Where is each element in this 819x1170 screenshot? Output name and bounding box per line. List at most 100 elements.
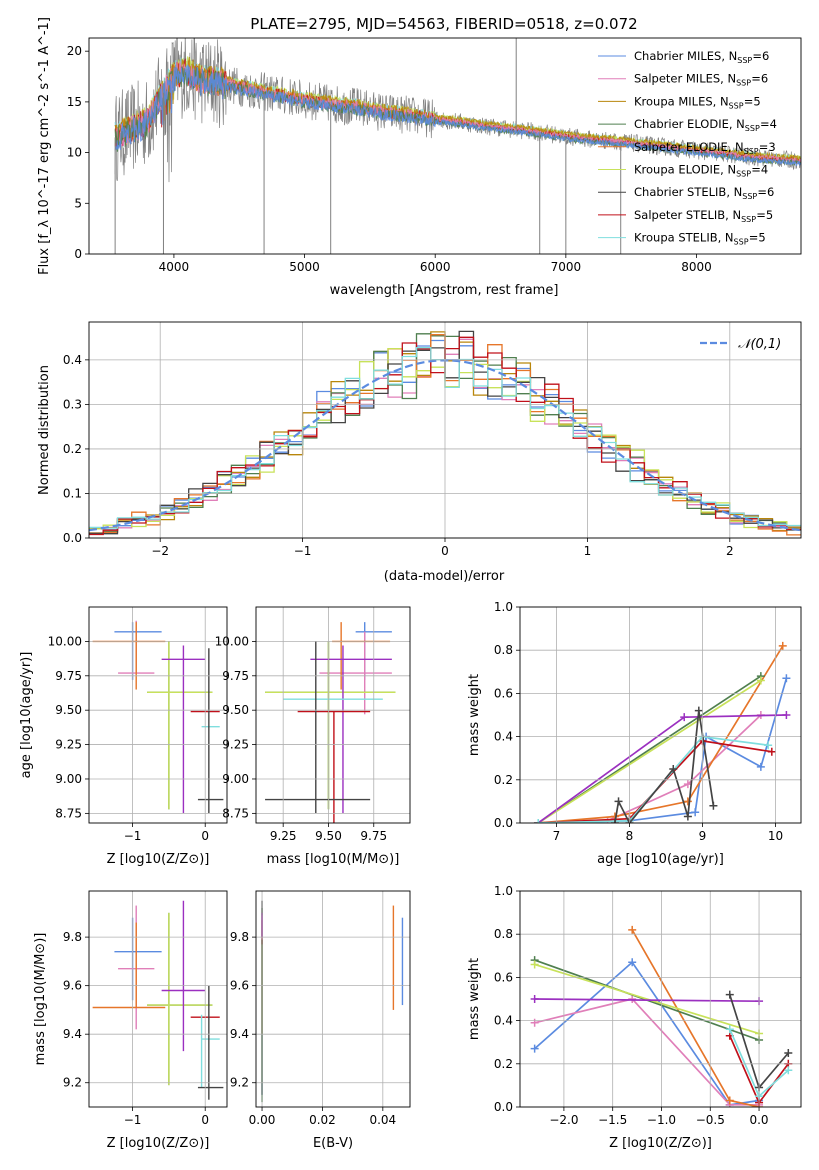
legend-label: Kroupa MILES, N — [634, 94, 729, 108]
mass-weight-point — [784, 1049, 793, 1057]
x-tick-label: 9 — [699, 829, 707, 843]
legend-nssp: =5 — [749, 231, 766, 245]
mass-weight-point — [530, 960, 539, 969]
mass-weight-series — [538, 645, 784, 823]
mass-weight-point — [691, 808, 700, 817]
age-vs-z-plot-area — [92, 620, 224, 814]
y-tick-label: 0.6 — [494, 686, 513, 700]
mass-weight-vs-z-axes: −2.0 −1.5 −1.0 −0.5 0.0 0.0 0.2 0.4 0.6 0.8 1.0 Z [… — [467, 884, 802, 1151]
y-tick-label: 0.0 — [494, 1100, 513, 1114]
y-tick-label: 0 — [74, 247, 82, 261]
x-tick-label: 9.75 — [360, 829, 387, 843]
mass-weight-point — [683, 812, 692, 821]
spectrum-frame — [88, 37, 802, 255]
y-tick-label: 9.2 — [63, 1076, 82, 1090]
mass-weight-point — [683, 797, 692, 806]
y-tick-label: 15 — [67, 95, 82, 109]
mass-weight-point — [709, 801, 718, 810]
mass-weight-vs-z-frame — [519, 890, 802, 1108]
x-tick-label: −2.0 — [549, 1113, 578, 1127]
mass-weight-series — [538, 714, 762, 823]
y-tick-label: 9.4 — [63, 1027, 82, 1041]
legend-subscript: SSP — [729, 101, 744, 110]
legend-label: Salpeter STELIB, N — [634, 208, 741, 222]
mass-weight-series — [534, 963, 760, 1035]
legend-label: Chabrier ELODIE, N — [634, 117, 745, 131]
y-tick-label: 0.6 — [494, 970, 513, 984]
legend-subscript: SSP — [745, 124, 760, 133]
x-tick-label: 6000 — [420, 260, 451, 274]
mass-vs-z-xlabel: Z [log10(Z/Z⊙)] — [107, 1136, 210, 1151]
spectrum-model-chabrier-miles — [114, 64, 801, 167]
legend-label: Salpeter MILES, N — [634, 72, 736, 86]
x-tick-label: 7 — [553, 829, 561, 843]
x-tick-label: 8 — [626, 829, 634, 843]
legend-nssp: =4 — [760, 117, 777, 131]
x-tick-label: −1.0 — [647, 1113, 676, 1127]
spectrum-plot-area — [114, 38, 801, 254]
mass-vs-z-plot-area — [92, 900, 224, 1100]
y-tick-label: 0.0 — [63, 531, 82, 545]
mass-weight-series — [534, 998, 759, 1106]
mass-weight-series — [537, 679, 762, 823]
y-tick-label: 0.2 — [63, 442, 82, 456]
y-tick-label: 10.00 — [215, 634, 249, 648]
x-tick-label: −1.5 — [598, 1113, 627, 1127]
normal-legend-label: 𝒩(0,1) — [738, 337, 781, 352]
legend-subscript: SSP — [736, 79, 751, 88]
mass-weight-vs-age-xlabel: age [log10(age/yr)] — [597, 852, 724, 867]
residual-ylabel: Normed distribution — [37, 365, 52, 495]
mass-weight-vs-z-xlabel: Z [log10(Z/Z⊙)] — [609, 1136, 712, 1151]
mass-weight-point — [610, 819, 619, 823]
mass-weight-point — [694, 706, 703, 715]
age-vs-mass-plot-area — [265, 622, 396, 823]
figure-title: PLATE=2795, MJD=54563, FIBERID=0518, z=0… — [250, 15, 637, 33]
y-tick-label: 9.00 — [222, 772, 249, 786]
y-tick-label: 9.50 — [55, 703, 82, 717]
mass-weight-point — [614, 797, 623, 806]
mass-vs-ebv-plot-area — [261, 900, 404, 1103]
y-tick-label: 9.25 — [55, 738, 82, 752]
y-tick-label: 0.0 — [494, 816, 513, 830]
mass-weight-point — [725, 990, 734, 999]
mass-weight-point — [782, 711, 791, 719]
y-tick-label: 0.4 — [494, 730, 513, 744]
legend-subscript: SSP — [734, 238, 749, 247]
mass-weight-point — [782, 674, 791, 683]
spectrum-ylabel: Flux [f_λ 10^-17 erg cm^-2 s^-1 A^-1] — [37, 17, 52, 275]
legend-label: Kroupa ELODIE, N — [634, 163, 736, 177]
y-tick-label: 9.75 — [55, 669, 82, 683]
y-tick-label: 5 — [74, 196, 82, 210]
mass-vs-ebv-axes: 0.00 0.02 0.04 9.2 9.4 9.6 9.8 E(B-V) — [230, 890, 411, 1151]
x-tick-label: 0.04 — [369, 1113, 396, 1127]
mass-weight-point — [784, 1066, 793, 1075]
y-tick-label: 1.0 — [494, 884, 513, 898]
legend-nssp: =6 — [752, 49, 769, 63]
mass-weight-point — [530, 1044, 539, 1053]
age-vs-z-frame — [88, 606, 228, 824]
y-tick-label: 20 — [67, 44, 82, 58]
spectrum-axes: 4000 5000 6000 7000 8000 0 5 10 15 20 wavelength [… — [37, 17, 802, 298]
y-tick-label: 10 — [67, 146, 82, 160]
legend-nssp: =6 — [751, 72, 768, 86]
mass-weight-point — [530, 995, 539, 1003]
residuals-frame — [88, 321, 802, 539]
age-vs-z-ylabel: age [log10(age/yr)] — [19, 652, 34, 779]
y-tick-label: 0.2 — [494, 1057, 513, 1071]
y-tick-label: 9.2 — [230, 1076, 249, 1090]
mass-weight-vs-z-plot-area — [530, 925, 793, 1107]
x-tick-label: −1 — [124, 829, 142, 843]
legend-nssp: =3 — [759, 140, 776, 154]
y-tick-label: 0.2 — [494, 773, 513, 787]
y-tick-label: 0.4 — [494, 1014, 513, 1028]
mass-weight-vs-z-ylabel: mass weight — [467, 958, 482, 1040]
y-tick-label: 9.25 — [222, 738, 249, 752]
mass-weight-point — [778, 641, 787, 650]
y-tick-label: 0.8 — [494, 643, 513, 657]
mass-weight-vs-age-plot-area — [534, 641, 791, 823]
mass-weight-point — [669, 765, 678, 773]
residual-xlabel: (data-model)/error — [384, 569, 505, 584]
x-tick-label: 7000 — [551, 260, 582, 274]
age-vs-mass-xlabel: mass [log10(M/M⊙)] — [267, 852, 400, 867]
